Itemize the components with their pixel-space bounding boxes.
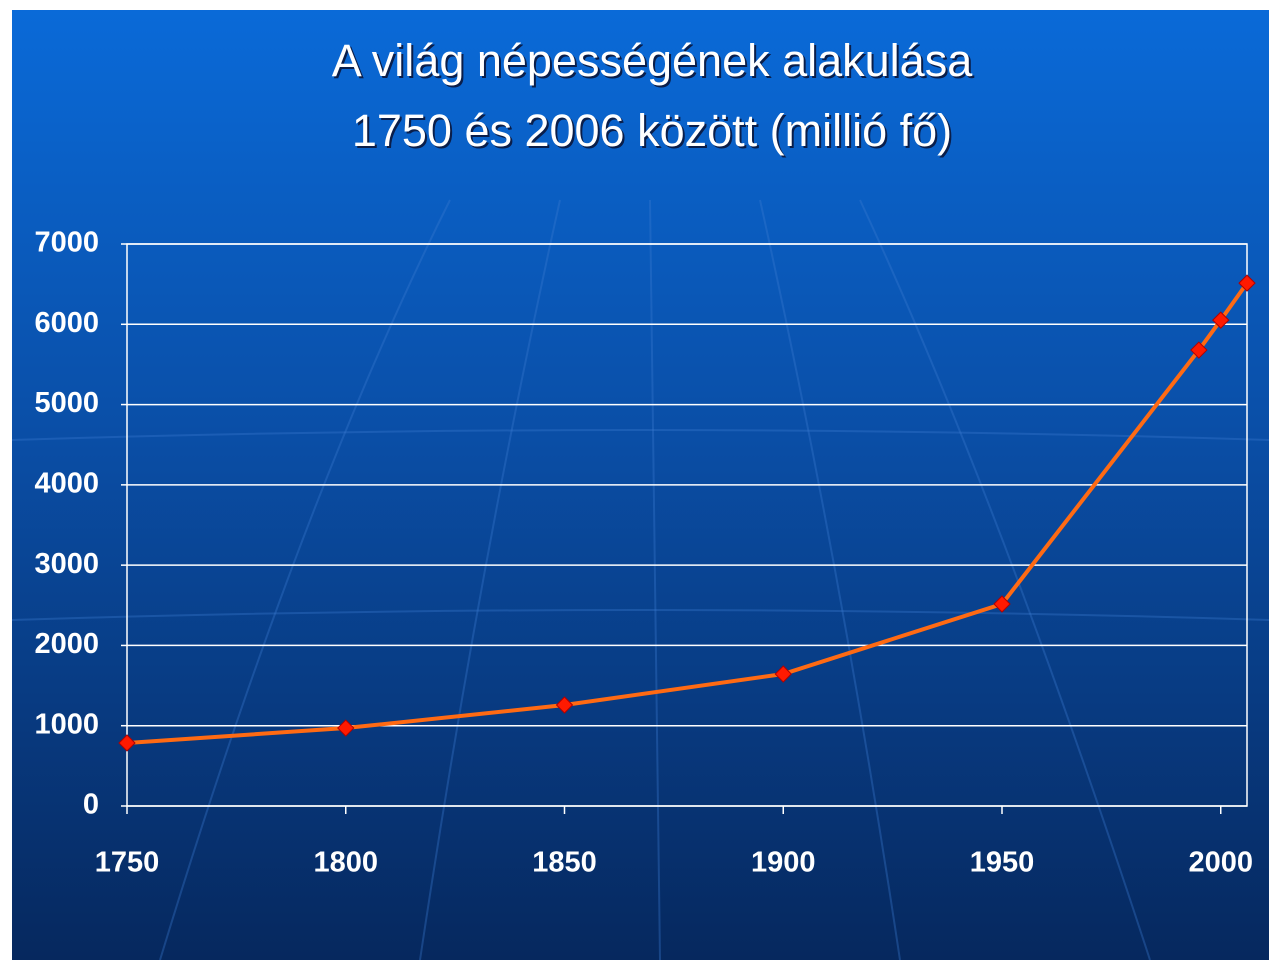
y-tick-label: 7000 xyxy=(34,227,99,259)
marker xyxy=(555,696,574,714)
globe-lines xyxy=(11,199,1269,960)
x-tick-label: 2000 xyxy=(1188,847,1253,879)
plot-border xyxy=(126,243,1248,807)
marker xyxy=(1212,311,1230,329)
x-tick-label: 1750 xyxy=(95,847,160,879)
marker xyxy=(118,734,136,752)
y-tick-label: 0 xyxy=(83,789,99,821)
x-tick-label: 1800 xyxy=(313,847,378,879)
x-tick-label: 1850 xyxy=(532,847,597,879)
y-tick-label: 1000 xyxy=(34,708,99,740)
marker xyxy=(1238,274,1256,292)
x-tick-label: 1900 xyxy=(751,847,816,879)
chart-title: A világ népességének alakulása xyxy=(332,35,973,86)
y-tick-label: 2000 xyxy=(34,628,99,660)
y-tick-label: 6000 xyxy=(34,307,99,339)
x-tick-label: 1950 xyxy=(970,847,1035,879)
y-tick-label: 5000 xyxy=(34,387,99,419)
marker xyxy=(1190,341,1208,359)
marker xyxy=(774,665,792,683)
marker xyxy=(337,719,355,737)
y-tick-label: 4000 xyxy=(34,468,99,500)
marker xyxy=(993,595,1011,613)
y-tick-label: 3000 xyxy=(34,548,99,580)
chart-title: 1750 és 2006 között (millió fő) xyxy=(352,105,952,156)
